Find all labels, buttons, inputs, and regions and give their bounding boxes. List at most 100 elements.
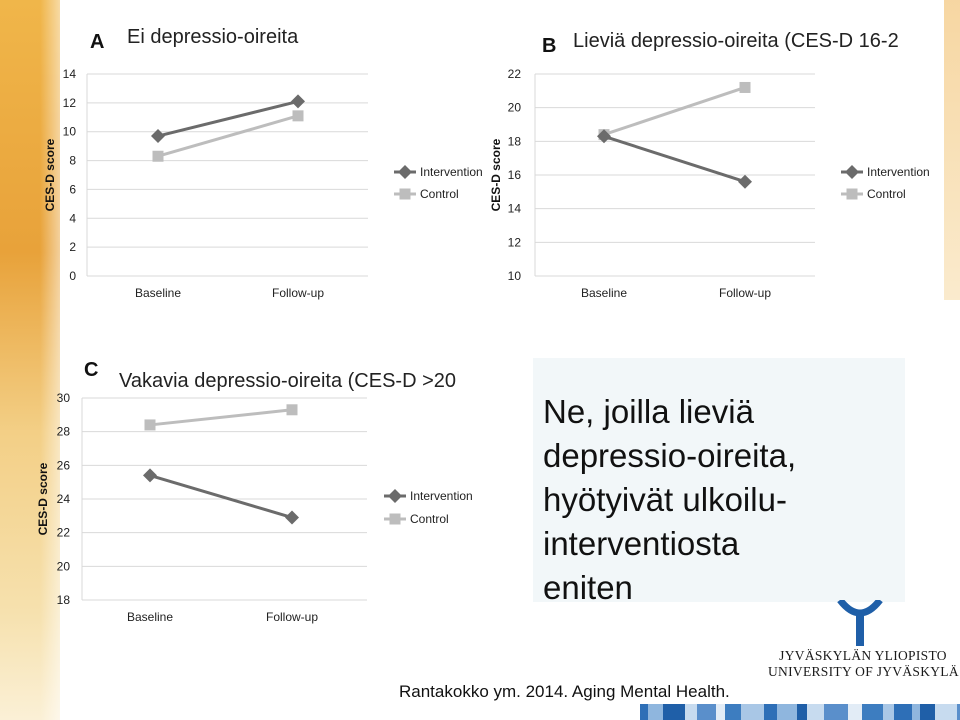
legend-marker (389, 513, 401, 525)
y-tick-label: 16 (508, 168, 522, 182)
decorative-bottom-stripe (912, 704, 920, 720)
y-tick-label: 18 (57, 593, 71, 607)
legend-marker (846, 188, 858, 200)
data-point-control (739, 81, 751, 93)
series-line-control (149, 408, 293, 427)
x-tick-label: Baseline (135, 286, 181, 300)
y-tick-label: 8 (69, 154, 76, 168)
decorative-bottom-stripe (797, 704, 807, 720)
legend-marker (388, 489, 402, 503)
decorative-bottom-stripe (640, 704, 648, 720)
decorative-bottom-stripe (824, 704, 848, 720)
y-tick-label: 2 (69, 240, 76, 254)
legend-label: Control (420, 187, 459, 201)
university-logo-icon (837, 600, 883, 646)
legend-marker (845, 165, 859, 179)
series-line-control (603, 86, 746, 137)
university-logo-text: JYVÄSKYLÄN YLIOPISTO UNIVERSITY OF JYVÄS… (768, 648, 959, 680)
y-tick-label: 14 (508, 202, 522, 216)
data-point-control (144, 419, 156, 431)
decorative-bottom-stripe (764, 704, 777, 720)
series-line-intervention (157, 99, 299, 138)
logo-line-english: UNIVERSITY OF JYVÄSKYLÄ (768, 664, 959, 679)
panel-letter: B (542, 35, 556, 57)
logo-line-finnish: JYVÄSKYLÄN YLIOPISTO (779, 648, 947, 663)
y-axis-label: CES-D score (36, 462, 50, 535)
legend-label: Control (410, 512, 449, 526)
callout-line: depressio-oireita, (543, 437, 797, 474)
y-tick-label: 10 (63, 125, 77, 139)
y-tick-label: 30 (57, 391, 71, 405)
y-tick-label: 28 (57, 425, 71, 439)
decorative-bottom-stripe (663, 704, 685, 720)
chart-title: Lieviä depressio-oireita (CES-D 16-2 (573, 30, 899, 52)
y-tick-label: 12 (508, 235, 522, 249)
legend-label: Intervention (867, 165, 930, 179)
legend-label: Intervention (410, 489, 473, 503)
decorative-bottom-stripe (648, 704, 663, 720)
series-line-control (157, 114, 299, 158)
data-point-intervention (597, 129, 611, 144)
decorative-bottom-band (640, 704, 960, 720)
data-point-intervention (291, 94, 305, 109)
citation: Rantakokko ym. 2014. Aging Mental Health… (399, 682, 730, 701)
series-line-intervention (603, 134, 746, 184)
y-tick-label: 14 (63, 67, 77, 81)
legend-marker (398, 165, 412, 179)
y-tick-label: 26 (57, 458, 71, 472)
decorative-bottom-stripe (697, 704, 716, 720)
y-tick-label: 24 (57, 492, 71, 506)
y-tick-label: 0 (69, 269, 76, 283)
data-point-control (286, 404, 298, 416)
y-axis-label: CES-D score (43, 138, 57, 211)
decorative-bottom-stripe (883, 704, 894, 720)
decorative-bottom-stripe (920, 704, 935, 720)
data-point-intervention (738, 174, 752, 189)
conclusion-callout: Ne, joilla lieviä depressio-oireita, hyö… (533, 358, 905, 606)
legend-marker (399, 188, 411, 200)
x-tick-label: Baseline (127, 610, 173, 624)
y-tick-label: 20 (57, 559, 71, 573)
decorative-bottom-stripe (935, 704, 957, 720)
x-tick-label: Follow-up (272, 286, 324, 300)
data-point-intervention (151, 129, 165, 144)
panel-letter: A (90, 31, 104, 53)
y-tick-label: 22 (57, 526, 71, 540)
y-tick-label: 12 (63, 96, 77, 110)
decorative-bottom-stripe (741, 704, 764, 720)
callout-line: hyötyivät ulkoilu- (543, 481, 787, 518)
x-tick-label: Baseline (581, 286, 627, 300)
decorative-bottom-stripe (957, 704, 960, 720)
y-tick-label: 22 (508, 67, 522, 81)
decorative-bottom-stripe (777, 704, 797, 720)
legend-label: Control (867, 187, 906, 201)
x-tick-label: Follow-up (719, 286, 771, 300)
callout-line: Ne, joilla lieviä (543, 393, 754, 430)
decorative-bottom-stripe (807, 704, 824, 720)
decorative-bottom-stripe (725, 704, 741, 720)
y-tick-label: 20 (508, 101, 522, 115)
y-tick-label: 4 (69, 211, 76, 225)
data-point-control (292, 110, 304, 122)
decorative-bottom-stripe (848, 704, 862, 720)
decorative-right-band (944, 0, 960, 300)
x-tick-label: Follow-up (266, 610, 318, 624)
data-point-intervention (143, 468, 157, 483)
series-line-intervention (149, 473, 293, 519)
decorative-bottom-stripe (862, 704, 883, 720)
y-tick-label: 6 (69, 182, 76, 196)
data-point-control (152, 150, 164, 162)
y-axis-label: CES-D score (489, 138, 503, 211)
legend-label: Intervention (420, 165, 483, 179)
chart-title: Vakavia depressio-oireita (CES-D >20 (119, 370, 456, 392)
decorative-left-fade (40, 0, 80, 720)
chart-title: Ei depressio-oireita (127, 26, 299, 48)
callout-line: interventiosta (543, 525, 740, 562)
y-tick-label: 10 (508, 269, 522, 283)
decorative-bottom-stripe (894, 704, 912, 720)
decorative-bottom-stripe (716, 704, 725, 720)
callout-line: eniten (543, 569, 633, 606)
y-tick-label: 18 (508, 134, 522, 148)
data-point-intervention (285, 510, 299, 525)
